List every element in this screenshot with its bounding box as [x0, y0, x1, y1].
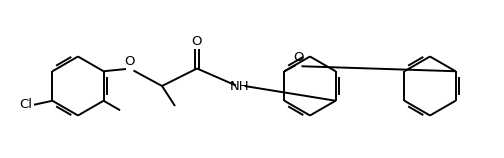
Text: NH: NH [230, 79, 250, 92]
Text: O: O [192, 35, 202, 48]
Text: O: O [293, 51, 304, 64]
Text: O: O [124, 55, 135, 67]
Text: Cl: Cl [19, 98, 32, 111]
